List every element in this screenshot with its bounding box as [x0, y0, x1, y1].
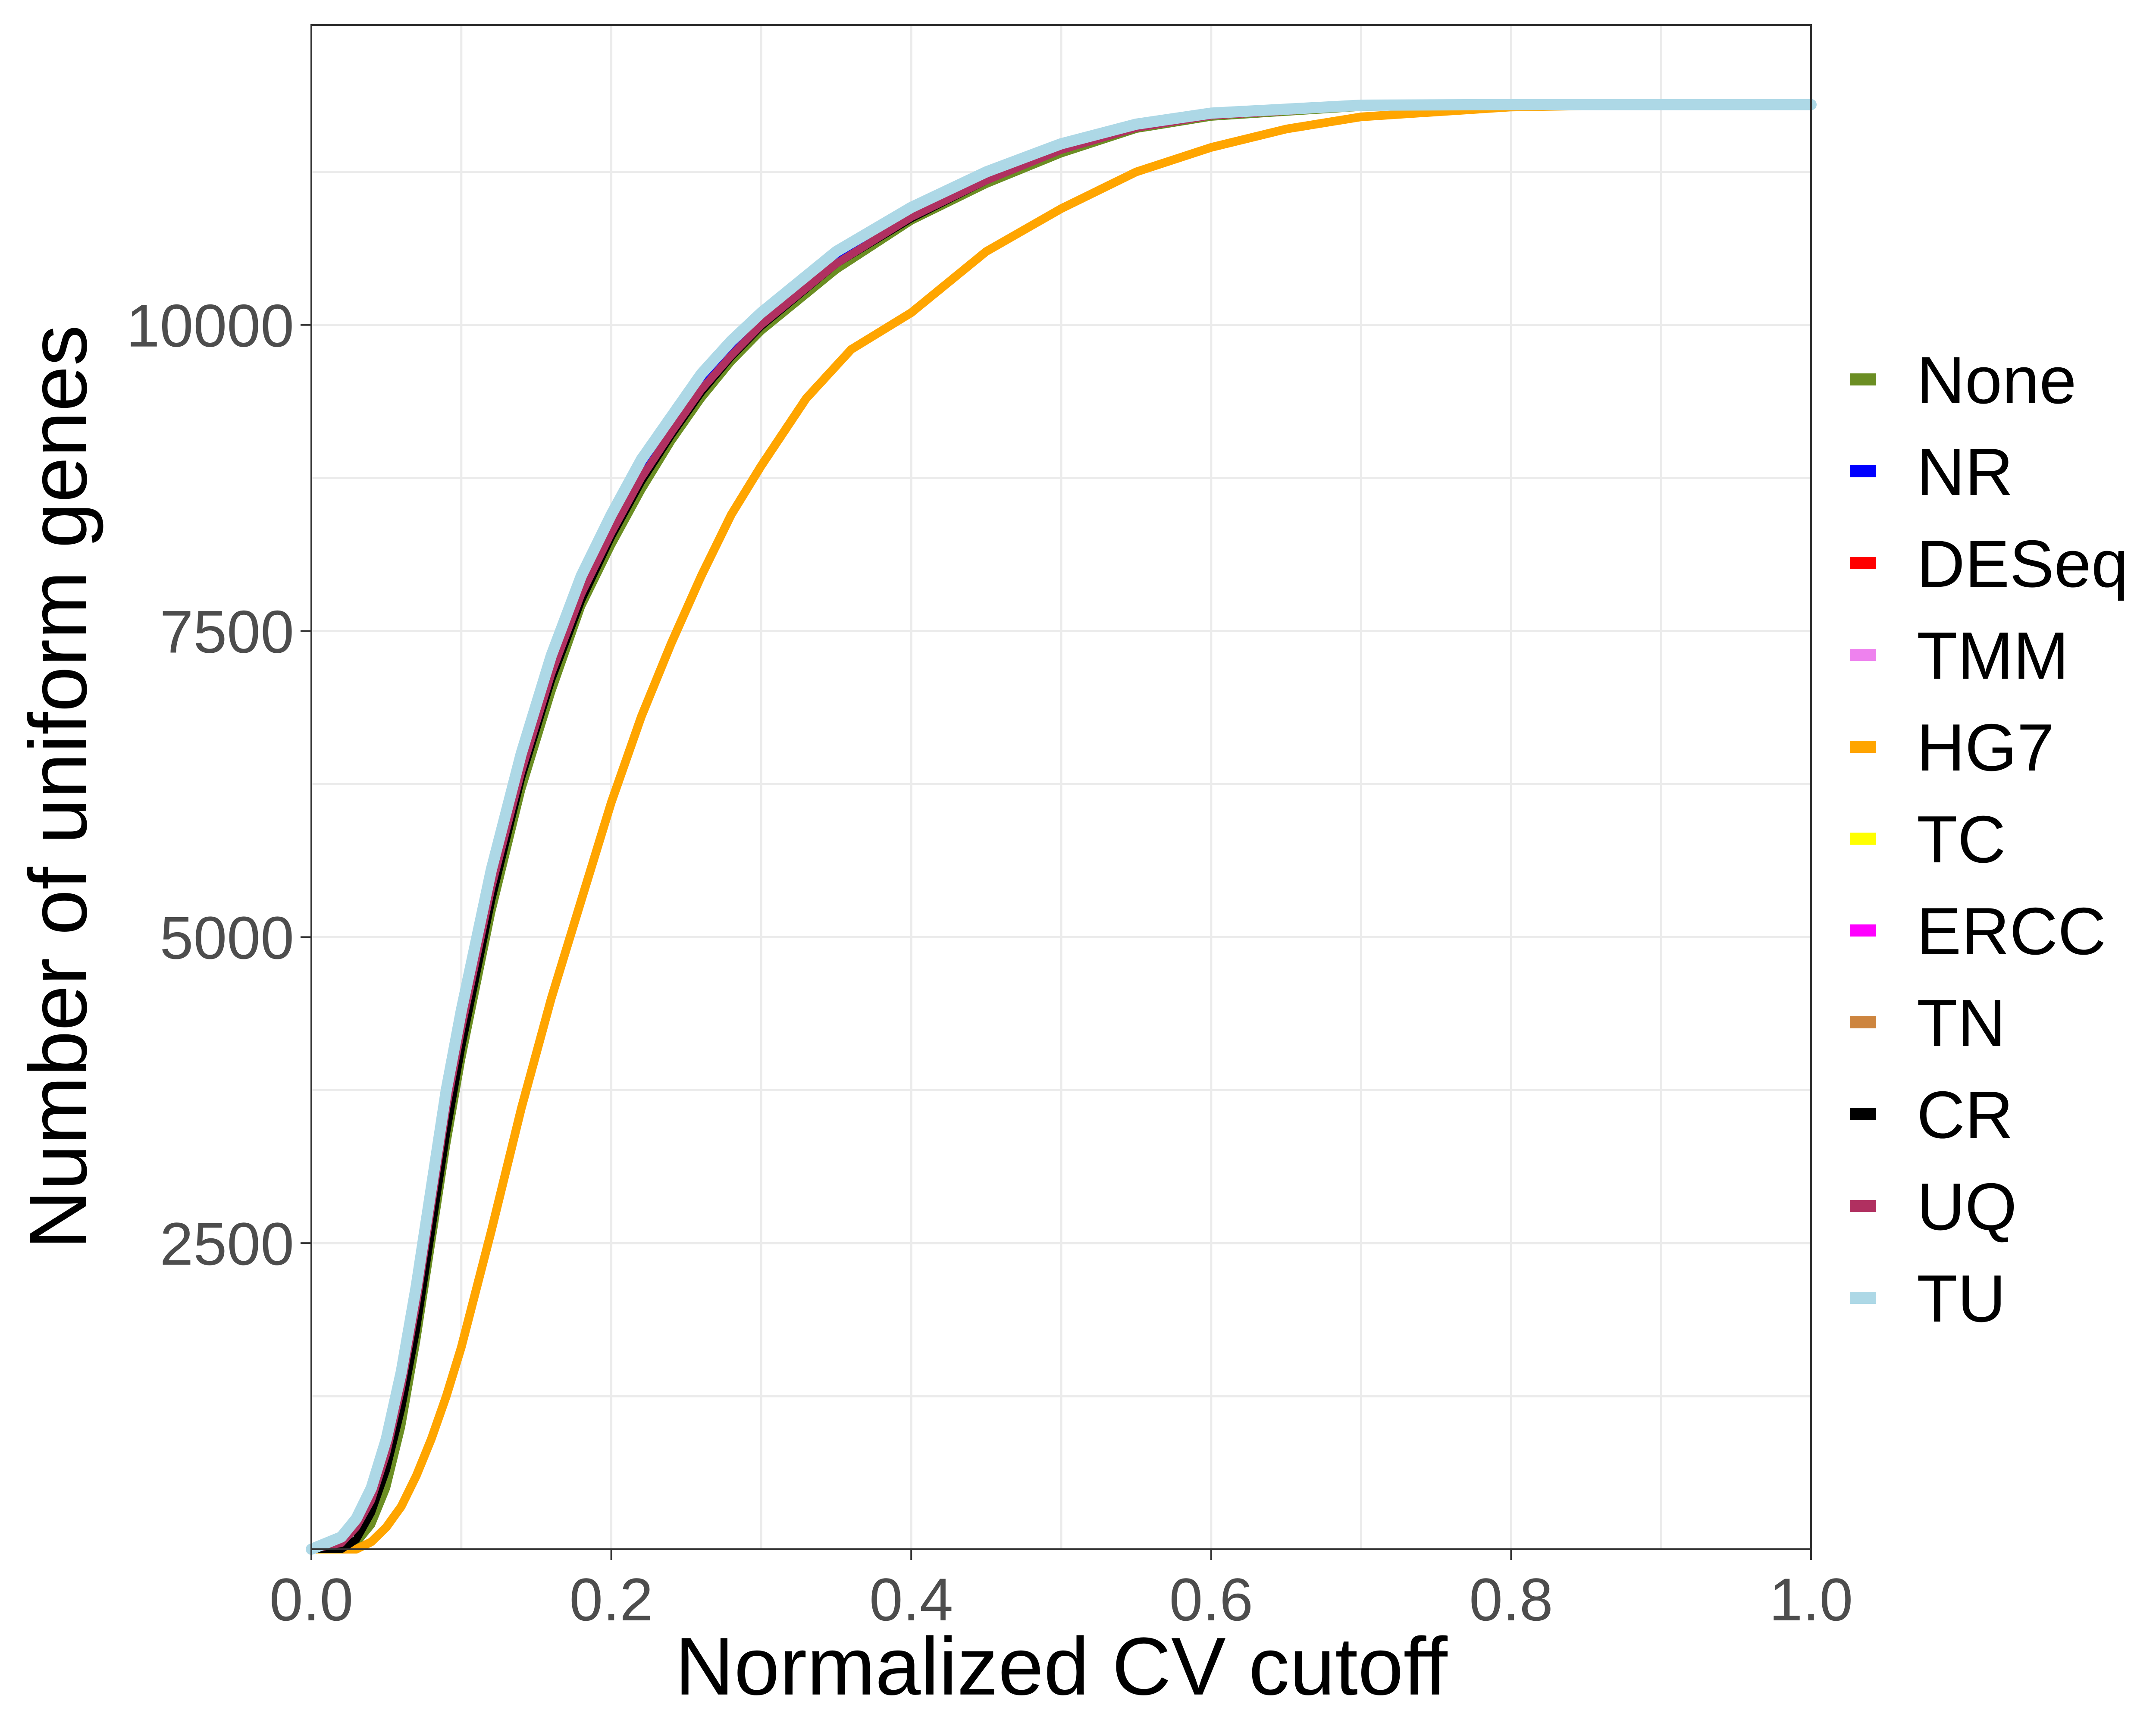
- x-tick-label: 0.8: [1469, 1566, 1553, 1633]
- legend-label-nr: NR: [1917, 435, 2013, 509]
- legend-label-uq: UQ: [1917, 1169, 2017, 1244]
- legend-key-tc: [1850, 833, 1876, 845]
- y-tick-label: 5000: [160, 904, 294, 971]
- x-tick-label: 0.0: [270, 1566, 354, 1633]
- legend-label-tu: TU: [1917, 1261, 2006, 1336]
- legend-key-deseq: [1850, 557, 1876, 569]
- y-axis-ticks: 2500 5000 7500 10000: [126, 292, 311, 1278]
- x-tick-label: 1.0: [1769, 1566, 1853, 1633]
- legend-key-none: [1850, 373, 1876, 385]
- x-tick-label: 0.6: [1169, 1566, 1253, 1633]
- legend-key-nr: [1850, 465, 1876, 477]
- legend-key-tu: [1850, 1292, 1876, 1304]
- y-tick-label: 10000: [126, 292, 294, 360]
- x-tick-label: 0.2: [569, 1566, 653, 1633]
- legend-key-tn: [1850, 1016, 1876, 1028]
- grid: [311, 25, 1811, 1549]
- x-tick-label: 0.4: [869, 1566, 953, 1633]
- series-lines: [306, 99, 1817, 1555]
- legend-label-cr: CR: [1917, 1078, 2013, 1152]
- x-axis-title: Normalized CV cutoff: [675, 1621, 1448, 1712]
- legend-label-tn: TN: [1917, 986, 2006, 1060]
- plot-panel-border: [310, 24, 1812, 1550]
- legend-key-ercc: [1850, 924, 1876, 937]
- legend-key-tmm: [1850, 649, 1876, 661]
- y-tick-label: 2500: [160, 1210, 294, 1278]
- legend-label-ercc: ERCC: [1917, 894, 2106, 968]
- legend-label-tmm: TMM: [1917, 618, 2069, 693]
- legend-key-cr: [1850, 1108, 1876, 1120]
- legend-label-none: None: [1917, 343, 2077, 417]
- y-axis-title: Number of uniform genes: [13, 325, 104, 1250]
- legend-label-tc: TC: [1917, 802, 2006, 877]
- legend-label-deseq: DESeq: [1917, 526, 2128, 601]
- series-line-tu: [306, 99, 1817, 1555]
- legend: None NR DESeq TMM HG7 TC ERCC TN CR UQ TU: [1850, 343, 2128, 1336]
- legend-label-hg7: HG7: [1917, 710, 2054, 785]
- y-tick-label: 7500: [160, 598, 294, 665]
- series-line-hg7: [307, 100, 1815, 1554]
- x-axis-ticks: 0.0 0.2 0.4 0.6 0.8 1.0: [270, 1549, 1853, 1633]
- legend-key-uq: [1850, 1200, 1876, 1212]
- legend-key-hg7: [1850, 741, 1876, 753]
